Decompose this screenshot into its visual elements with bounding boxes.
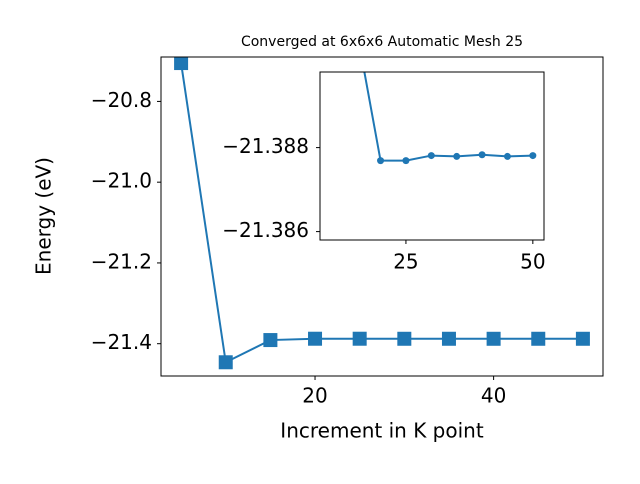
y-tick-label: −20.8 (91, 88, 152, 112)
x-tick-label: 40 (481, 384, 506, 408)
plot-frame (160, 56, 604, 377)
x-tick-label: 25 (393, 250, 418, 274)
series-line (180, 62, 583, 364)
marker (453, 152, 461, 160)
marker (218, 355, 233, 370)
plot-content (174, 57, 590, 370)
marker (503, 152, 511, 160)
marker (427, 152, 435, 160)
marker (575, 331, 590, 346)
marker (486, 331, 501, 346)
marker (352, 18, 359, 25)
marker (529, 152, 537, 160)
series-line (363, 72, 533, 162)
marker (352, 331, 367, 346)
y-tick-label: −21.386 (222, 218, 309, 242)
x-tick-label: 20 (302, 384, 327, 408)
y-axis-label: Energy (eV) (32, 157, 56, 275)
y-tick-label: −21.388 (222, 134, 309, 158)
y-tick-label: −21.2 (91, 249, 152, 273)
x-axis-label: Increment in K point (280, 419, 484, 443)
y-tick-label: −21.4 (91, 330, 152, 354)
x-tick-label: 50 (520, 250, 545, 274)
marker (263, 333, 278, 348)
marker (441, 331, 456, 346)
plot-frame (319, 71, 545, 241)
marker (174, 57, 189, 71)
marker (531, 331, 546, 346)
marker (478, 151, 486, 159)
y-tick-label: −21.0 (91, 169, 152, 193)
chart-title: Converged at 6x6x6 Automatic Mesh 25 (241, 34, 523, 50)
marker (402, 157, 410, 165)
plot-content (352, 18, 537, 165)
marker (377, 157, 385, 165)
marker (308, 331, 323, 346)
marker (397, 331, 412, 346)
